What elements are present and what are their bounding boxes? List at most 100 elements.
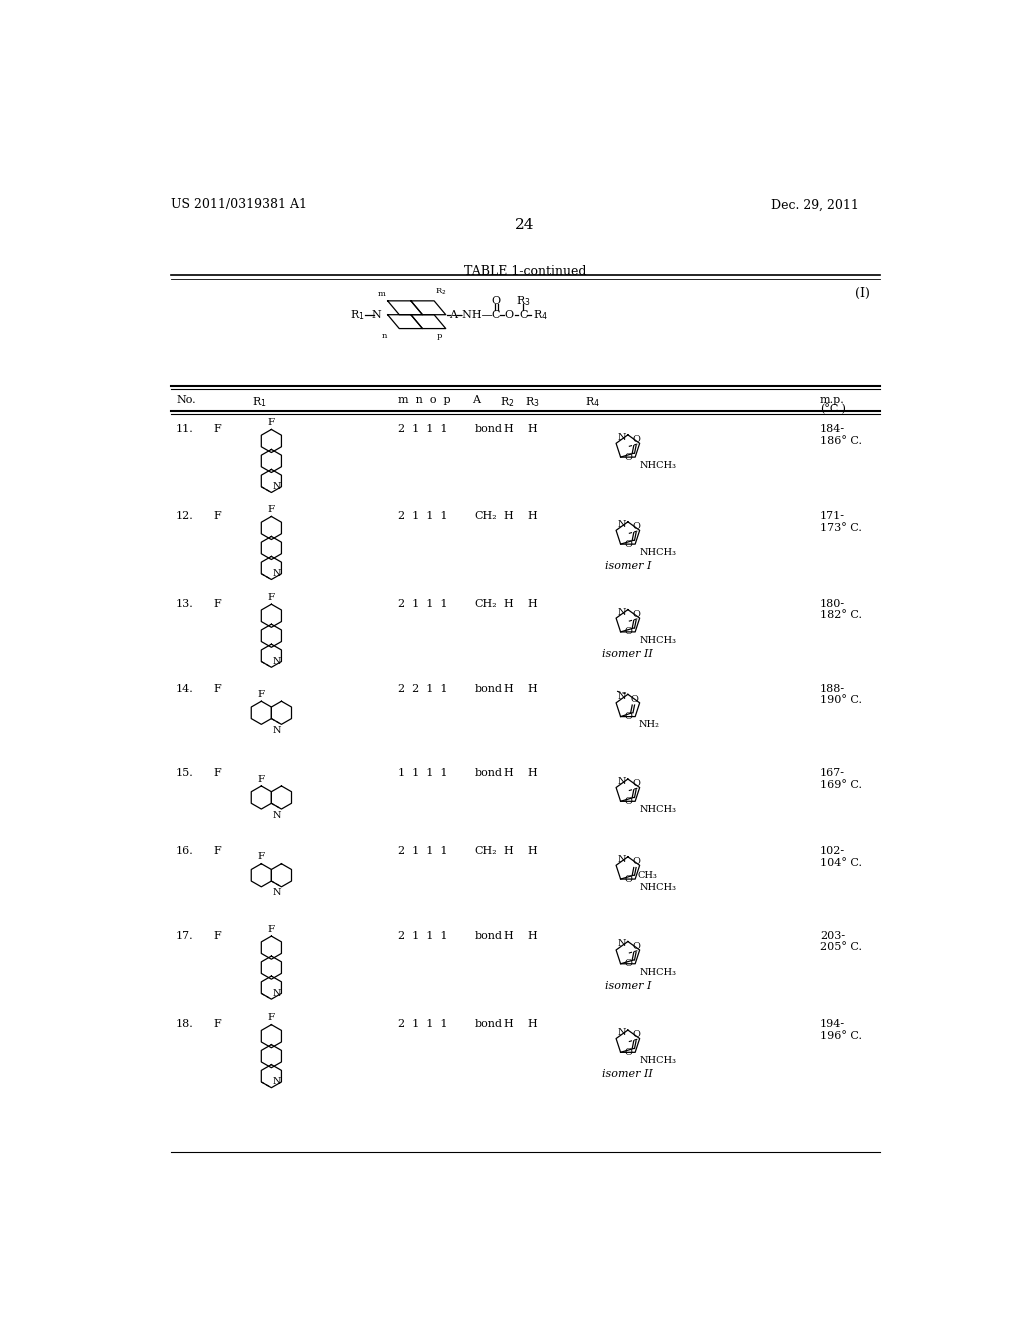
Text: H: H xyxy=(503,511,513,521)
Text: NHCH₃: NHCH₃ xyxy=(640,548,677,557)
Text: F: F xyxy=(213,684,221,693)
Text: 2  1  1  1: 2 1 1 1 xyxy=(397,931,447,941)
Text: 188-
190° C.: 188- 190° C. xyxy=(820,684,862,705)
Text: H: H xyxy=(503,846,513,855)
Text: (°C.): (°C.) xyxy=(820,404,846,414)
Text: CH₃: CH₃ xyxy=(637,871,657,880)
Text: O: O xyxy=(625,797,633,805)
Text: H: H xyxy=(503,599,513,609)
Text: CH₂: CH₂ xyxy=(474,846,497,855)
Text: F: F xyxy=(213,424,221,434)
Text: N: N xyxy=(617,433,626,442)
Text: O: O xyxy=(632,610,640,619)
Text: R$_1$: R$_1$ xyxy=(349,308,365,322)
Text: N: N xyxy=(272,1077,281,1086)
Text: CH₂: CH₂ xyxy=(474,599,497,609)
Text: H: H xyxy=(528,846,538,855)
Text: N: N xyxy=(272,989,281,998)
Text: 18.: 18. xyxy=(176,1019,194,1030)
Text: R$_4$: R$_4$ xyxy=(586,395,600,409)
Text: N: N xyxy=(617,855,626,863)
Text: F: F xyxy=(268,506,274,515)
Text: N: N xyxy=(272,810,281,820)
Text: O: O xyxy=(632,436,640,444)
Text: 12.: 12. xyxy=(176,511,194,521)
Text: F: F xyxy=(268,925,274,933)
Text: 2  1  1  1: 2 1 1 1 xyxy=(397,599,447,609)
Text: O: O xyxy=(625,540,633,549)
Text: 171-
173° C.: 171- 173° C. xyxy=(820,511,862,533)
Text: F: F xyxy=(268,1014,274,1022)
Text: NHCH₃: NHCH₃ xyxy=(640,968,677,977)
Text: A: A xyxy=(450,310,458,319)
Text: 2  1  1  1: 2 1 1 1 xyxy=(397,1019,447,1030)
Text: N: N xyxy=(617,607,626,616)
Text: m.p.: m.p. xyxy=(820,395,845,405)
Text: 2  1  1  1: 2 1 1 1 xyxy=(397,511,447,521)
Text: n: n xyxy=(382,331,387,339)
Text: US 2011/0319381 A1: US 2011/0319381 A1 xyxy=(171,198,306,211)
Text: H: H xyxy=(528,599,538,609)
Text: bond: bond xyxy=(474,424,503,434)
Text: isomer II: isomer II xyxy=(602,1069,653,1080)
Text: N: N xyxy=(272,726,281,735)
Text: Dec. 29, 2011: Dec. 29, 2011 xyxy=(771,198,859,211)
Text: bond: bond xyxy=(474,1019,503,1030)
Text: O: O xyxy=(625,711,633,721)
Text: F: F xyxy=(258,853,265,862)
Text: F: F xyxy=(213,768,221,779)
Text: H: H xyxy=(528,931,538,941)
Text: NH₂: NH₂ xyxy=(638,721,659,730)
Text: H: H xyxy=(528,684,538,693)
Text: N: N xyxy=(617,940,626,949)
Text: O: O xyxy=(632,521,640,531)
Text: 184-
186° C.: 184- 186° C. xyxy=(820,424,862,446)
Text: bond: bond xyxy=(474,768,503,779)
Text: isomer II: isomer II xyxy=(602,649,653,659)
Text: R$_3$: R$_3$ xyxy=(524,395,540,409)
Text: F: F xyxy=(268,418,274,428)
Text: C: C xyxy=(492,310,501,319)
Text: N: N xyxy=(617,1028,626,1038)
Text: F: F xyxy=(213,511,221,521)
Text: NHCH₃: NHCH₃ xyxy=(640,636,677,644)
Text: R$_2$: R$_2$ xyxy=(435,286,446,297)
Text: R$_1$: R$_1$ xyxy=(252,395,266,409)
Text: 167-
169° C.: 167- 169° C. xyxy=(820,768,862,789)
Text: O: O xyxy=(632,1030,640,1039)
Text: 1  1  1  1: 1 1 1 1 xyxy=(397,768,447,779)
Text: O: O xyxy=(625,960,633,969)
Text: N: N xyxy=(617,520,626,529)
Text: NHCH₃: NHCH₃ xyxy=(640,805,677,814)
Text: R$_3$: R$_3$ xyxy=(516,294,530,308)
Text: R$_4$: R$_4$ xyxy=(532,308,548,322)
Text: p: p xyxy=(436,331,441,339)
Text: —NH—: —NH— xyxy=(452,310,494,319)
Text: N: N xyxy=(272,569,281,578)
Text: NHCH₃: NHCH₃ xyxy=(640,1056,677,1065)
Text: H: H xyxy=(503,684,513,693)
Text: No.: No. xyxy=(176,395,196,405)
Text: F: F xyxy=(213,599,221,609)
Text: bond: bond xyxy=(474,684,503,693)
Text: H: H xyxy=(503,1019,513,1030)
Text: 16.: 16. xyxy=(176,846,194,855)
Text: m  n  o  p: m n o p xyxy=(397,395,451,405)
Text: 180-
182° C.: 180- 182° C. xyxy=(820,599,862,620)
Text: N: N xyxy=(272,482,281,491)
Text: O: O xyxy=(632,857,640,866)
Text: H: H xyxy=(503,424,513,434)
Text: O: O xyxy=(492,296,501,306)
Text: O: O xyxy=(625,627,633,636)
Text: H: H xyxy=(528,1019,538,1030)
Text: 194-
196° C.: 194- 196° C. xyxy=(820,1019,862,1041)
Text: isomer I: isomer I xyxy=(605,981,651,991)
Text: A: A xyxy=(472,395,480,405)
Text: O: O xyxy=(625,453,633,462)
Text: H: H xyxy=(528,424,538,434)
Text: N: N xyxy=(617,692,626,701)
Text: NHCH₃: NHCH₃ xyxy=(640,883,677,892)
Text: O: O xyxy=(632,941,640,950)
Text: N: N xyxy=(272,657,281,667)
Text: 13.: 13. xyxy=(176,599,194,609)
